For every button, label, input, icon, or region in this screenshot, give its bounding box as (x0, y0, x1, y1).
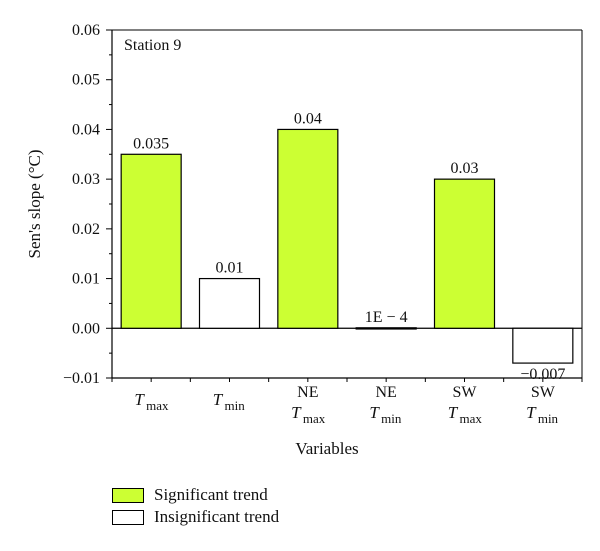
x-tick-label-sub: max (146, 398, 169, 413)
bar (433, 178, 496, 329)
bar-value-label: 1E − 4 (365, 309, 408, 326)
x-tick-label-prefix: SW (531, 384, 556, 401)
x-tick-label-prefix: NE (297, 384, 318, 401)
bar (277, 128, 339, 329)
y-axis-title: Sen's slope (°C) (25, 149, 44, 258)
x-tick-label-prefix: NE (376, 384, 397, 401)
bar (355, 327, 417, 330)
legend-item-significant: Significant trend (112, 484, 279, 506)
bar (512, 327, 574, 364)
legend-label-significant: Significant trend (154, 485, 268, 504)
x-tick-label: T (291, 403, 302, 422)
y-tick-label: 0.02 (72, 221, 100, 238)
y-tick-label: 0.06 (72, 22, 100, 39)
x-tick-label-sub: max (460, 411, 483, 426)
y-tick-label: 0.05 (72, 72, 100, 89)
x-tick-label: T (134, 390, 145, 409)
station-annotation: Station 9 (124, 37, 181, 54)
x-tick-label: T (369, 403, 380, 422)
legend: Significant trend Insignificant trend (112, 484, 279, 528)
legend-item-insignificant: Insignificant trend (112, 506, 279, 528)
legend-swatch-significant (112, 487, 144, 503)
x-tick-label-sub: min (225, 398, 246, 413)
x-tick-label: T (526, 403, 537, 422)
y-tick-label: 0.03 (72, 171, 100, 188)
bar-value-label: 0.04 (294, 110, 322, 127)
y-tick-label: 0.04 (72, 121, 100, 138)
x-tick-label: T (213, 390, 224, 409)
bar-value-label: 0.035 (133, 135, 169, 152)
legend-label-insignificant: Insignificant trend (154, 507, 280, 526)
y-tick-label: 0.01 (72, 271, 100, 288)
x-tick-label: T (448, 403, 459, 422)
y-tick-label: −0.01 (63, 370, 100, 387)
x-tick-label-sub: max (303, 411, 326, 426)
legend-swatch-insignificant (112, 509, 144, 525)
x-tick-label-sub: min (538, 411, 559, 426)
bar (198, 277, 261, 329)
x-tick-label-sub: min (381, 411, 402, 426)
x-axis-title: Variables (295, 439, 358, 458)
x-tick-label-prefix: SW (453, 384, 478, 401)
y-tick-label: 0.00 (72, 320, 100, 337)
bar-value-label: 0.01 (216, 260, 244, 277)
bar-value-label: 0.03 (451, 160, 479, 177)
bar (120, 153, 182, 329)
bar-value-label: −0.007 (520, 366, 565, 383)
